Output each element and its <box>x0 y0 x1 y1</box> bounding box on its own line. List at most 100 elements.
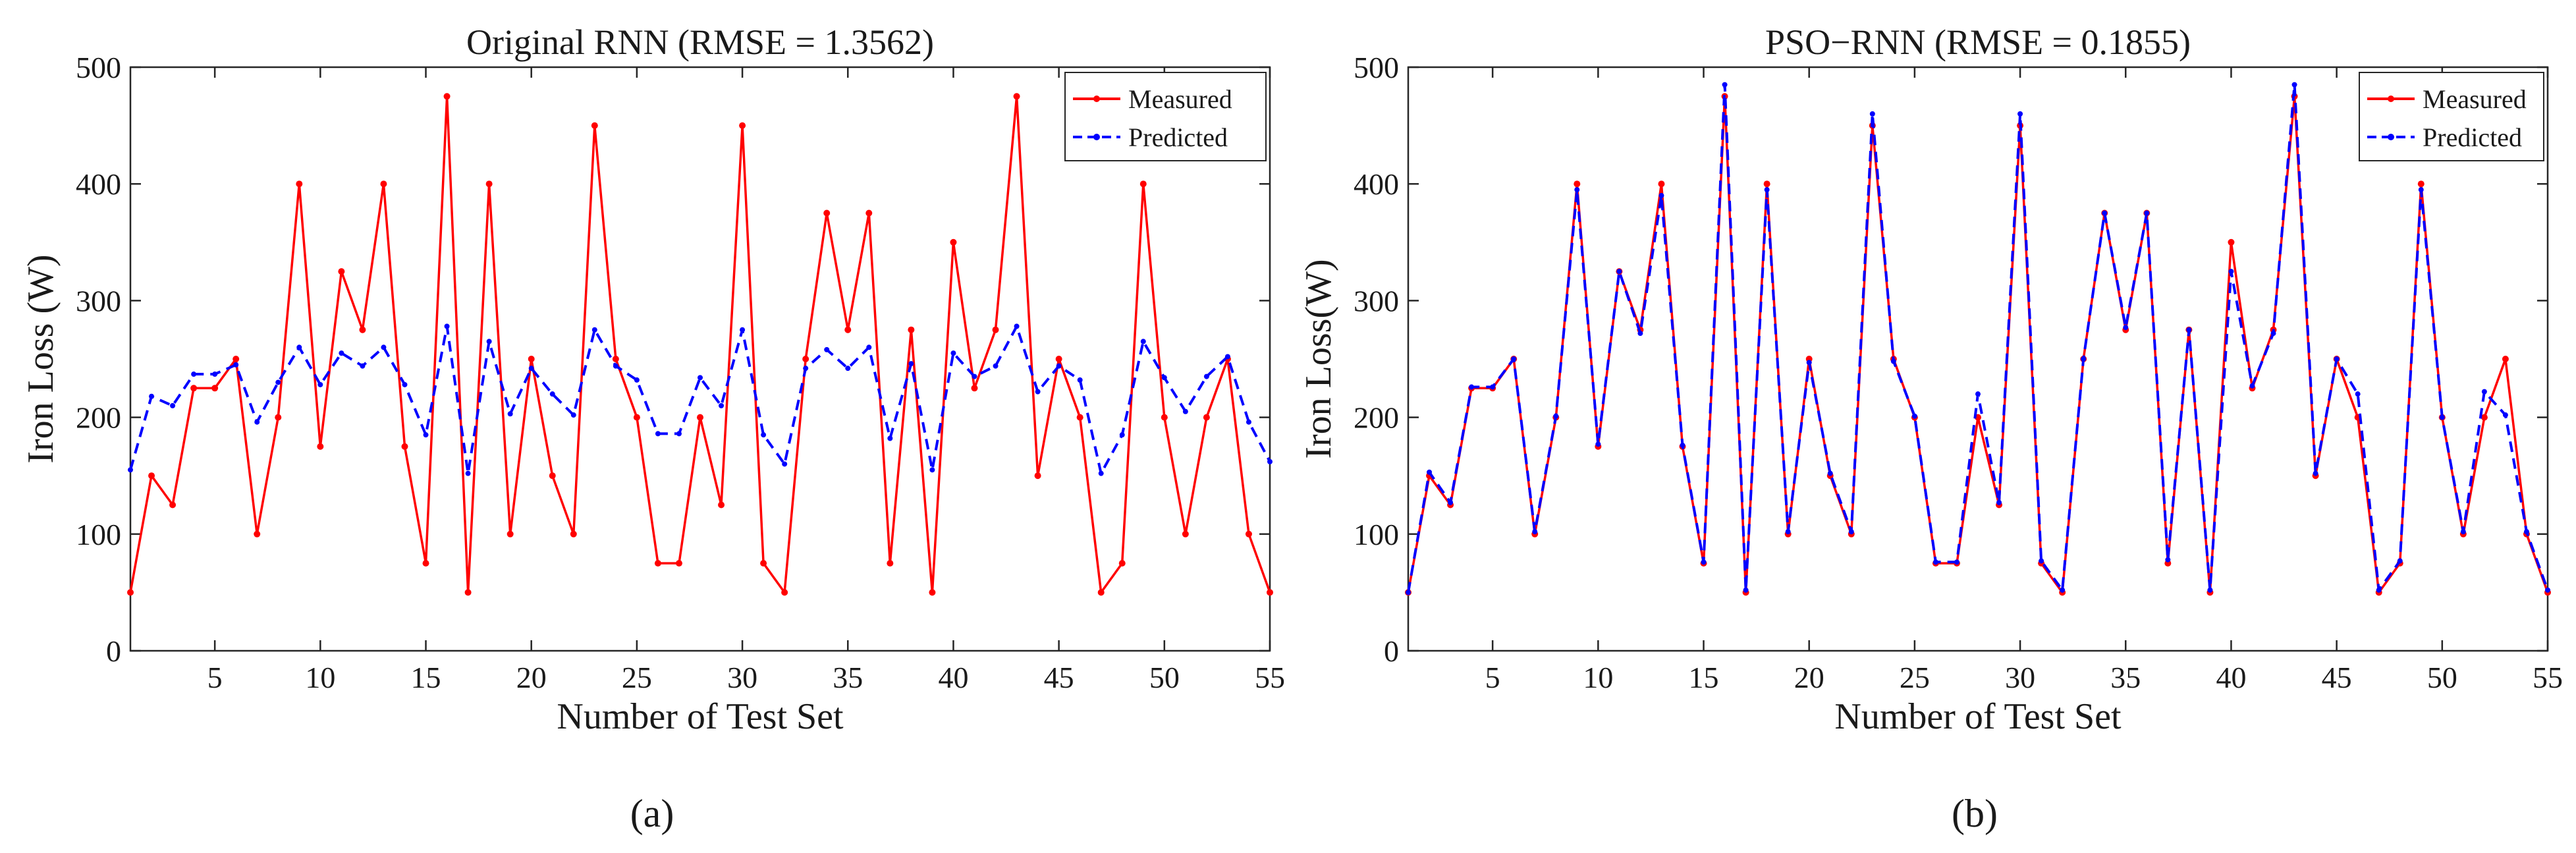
data-point-predicted <box>2081 356 2087 362</box>
y-tick-label: 100 <box>1354 518 1399 551</box>
data-point-measured <box>823 209 831 217</box>
panel-caption: (b) <box>1952 792 1998 835</box>
x-tick-label: 30 <box>727 661 757 694</box>
data-point-measured <box>718 501 725 509</box>
legend-marker-predicted <box>1093 134 1100 140</box>
data-point-predicted <box>1098 470 1104 476</box>
data-point-predicted <box>1511 356 1517 362</box>
x-axis-label: Number of Test Set <box>1834 696 2122 737</box>
data-point-predicted <box>2481 389 2487 395</box>
data-point-measured <box>844 326 852 333</box>
data-point-measured <box>992 326 999 333</box>
plot-frame <box>1407 66 2549 652</box>
data-point-measured <box>443 93 451 100</box>
data-point-predicted <box>929 467 935 473</box>
data-point-predicted <box>1743 587 1749 593</box>
data-point-predicted <box>1932 559 1938 565</box>
legend: Measured Predicted <box>2359 72 2544 161</box>
data-point-predicted <box>1806 360 1812 366</box>
data-point-measured <box>1182 530 1189 537</box>
legend-marker-predicted <box>2388 134 2394 140</box>
data-point-predicted <box>2460 529 2466 535</box>
data-point-predicted <box>908 361 914 367</box>
data-point-predicted <box>528 366 534 371</box>
legend: Measured Predicted <box>1064 72 1267 161</box>
data-point-measured <box>1139 180 1147 188</box>
legend-label-measured: Measured <box>2423 84 2527 114</box>
data-point-predicted <box>613 363 618 369</box>
data-point-measured <box>929 589 936 596</box>
legend-marker-measured <box>1093 96 1100 102</box>
data-point-predicted <box>887 435 893 441</box>
data-point-measured <box>190 385 198 392</box>
x-tick-label: 40 <box>938 661 968 694</box>
data-point-predicted <box>1014 323 1020 329</box>
data-point-predicted <box>2502 412 2508 418</box>
data-point-measured <box>338 268 345 275</box>
data-point-measured <box>950 238 957 246</box>
data-point-measured <box>739 122 746 129</box>
y-tick-label: 200 <box>1354 401 1399 435</box>
data-point-predicted <box>275 379 281 385</box>
x-tick-label: 5 <box>207 661 223 694</box>
legend-label-measured: Measured <box>1128 84 1232 114</box>
data-point-predicted <box>1595 441 1601 447</box>
data-point-predicted <box>1532 529 1538 535</box>
data-point-measured <box>887 560 894 567</box>
data-point-predicted <box>2144 210 2150 216</box>
x-tick-label: 10 <box>1583 661 1613 694</box>
x-tick-label: 15 <box>411 661 441 694</box>
data-point-predicted <box>866 344 872 350</box>
data-point-predicted <box>233 362 239 368</box>
y-tick-label: 400 <box>76 167 121 201</box>
data-point-measured <box>781 589 788 596</box>
y-axis-label: Iron Loss(W) <box>1298 259 1339 458</box>
x-tick-label: 10 <box>305 661 335 694</box>
data-point-measured <box>654 560 661 567</box>
x-tick-label: 15 <box>1689 661 1719 694</box>
data-point-measured <box>296 180 303 188</box>
data-point-predicted <box>317 381 323 387</box>
data-point-predicted <box>1701 559 1707 565</box>
data-point-predicted <box>2249 383 2255 389</box>
data-point-measured <box>1763 180 1770 188</box>
data-point-measured <box>971 385 978 392</box>
data-point-measured <box>148 472 155 480</box>
data-point-measured <box>254 530 261 537</box>
data-point-predicted <box>1764 187 1770 193</box>
data-point-predicted <box>360 363 366 369</box>
y-tick-label: 100 <box>76 518 121 551</box>
data-point-predicted <box>170 402 176 408</box>
x-tick-label: 40 <box>2216 661 2246 694</box>
x-tick-label: 35 <box>2110 661 2141 694</box>
data-point-measured <box>1097 589 1105 596</box>
data-point-predicted <box>2397 558 2403 564</box>
data-point-measured <box>802 356 809 362</box>
data-point-predicted <box>591 327 597 333</box>
x-axis-label: Number of Test Set <box>557 696 844 737</box>
legend-label-predicted: Predicted <box>2423 123 2522 152</box>
data-point-predicted <box>2355 391 2361 397</box>
data-point-predicted <box>423 432 429 438</box>
y-tick-label: 500 <box>1354 51 1399 84</box>
data-point-measured <box>570 530 577 537</box>
data-point-predicted <box>486 339 492 344</box>
data-point-measured <box>1118 560 1126 567</box>
data-point-predicted <box>128 467 133 473</box>
data-point-predicted <box>1224 354 1230 360</box>
chart-title: Original RNN (RMSE = 1.3562) <box>466 22 934 62</box>
x-tick-label: 50 <box>1149 661 1180 694</box>
legend-box <box>1064 72 1267 161</box>
data-point-measured <box>2417 180 2425 188</box>
data-point-predicted <box>444 323 450 329</box>
data-point-measured <box>317 443 324 450</box>
data-point-measured <box>401 443 408 450</box>
data-point-predicted <box>1848 529 1854 535</box>
data-point-measured <box>2480 414 2488 421</box>
data-point-predicted <box>1890 358 1896 364</box>
legend-label-predicted: Predicted <box>1128 123 1228 152</box>
chart-panel-b: 0 100 200 300 400 500 5 10 15 20 25 30 35 40 45 50 55 PSO… <box>1298 22 2563 835</box>
data-point-predicted <box>698 375 703 381</box>
x-tick-label: 25 <box>1900 661 1930 694</box>
